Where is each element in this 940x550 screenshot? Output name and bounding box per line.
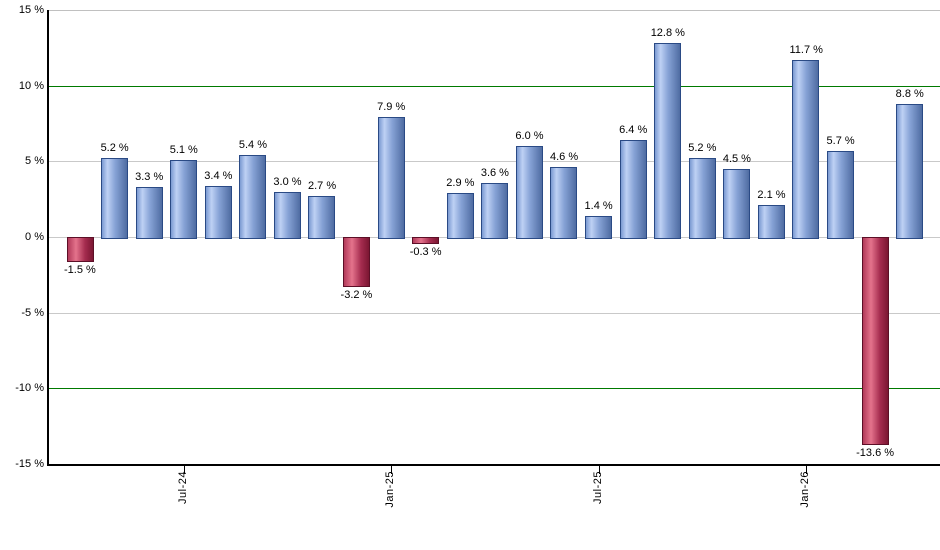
bar-value-label: 3.6 % bbox=[480, 166, 509, 179]
bar-value-label: -3.2 % bbox=[340, 289, 373, 302]
y-axis-tick-label: -10 % bbox=[15, 382, 44, 395]
x-axis-tick bbox=[391, 466, 393, 474]
bar-value-label: 6.0 % bbox=[515, 130, 544, 143]
gridline bbox=[49, 312, 940, 314]
bar-value-label: 1.4 % bbox=[584, 199, 613, 212]
bar bbox=[792, 59, 820, 239]
bar bbox=[654, 43, 682, 239]
bar-value-label: 3.0 % bbox=[273, 175, 302, 188]
bar-value-label: 11.7 % bbox=[789, 43, 823, 56]
bar bbox=[757, 205, 785, 239]
bar-value-label: -1.5 % bbox=[64, 263, 96, 276]
x-axis-tick-label: Jan-26 bbox=[798, 471, 811, 508]
bar-value-label: 5.1 % bbox=[169, 143, 198, 156]
bar-value-label: 12.8 % bbox=[650, 27, 685, 40]
bar bbox=[66, 237, 94, 262]
bar bbox=[896, 103, 924, 239]
bar-value-label: 5.4 % bbox=[238, 139, 267, 152]
x-axis-tick bbox=[183, 466, 185, 474]
bar bbox=[170, 159, 198, 239]
bar-value-label: 5.2 % bbox=[100, 142, 129, 155]
bar bbox=[204, 185, 232, 239]
y-axis-tick-label: 5 % bbox=[25, 155, 44, 168]
bar bbox=[135, 187, 163, 239]
bar-value-label: 8.8 % bbox=[895, 87, 924, 100]
bar bbox=[308, 196, 336, 239]
bar-value-label: 3.3 % bbox=[135, 171, 164, 184]
bar-value-label: 4.5 % bbox=[722, 152, 751, 165]
x-axis-line bbox=[47, 464, 940, 466]
bar-value-label: -0.3 % bbox=[409, 245, 442, 258]
bar bbox=[273, 191, 301, 239]
bar-value-label: 5.7 % bbox=[826, 134, 855, 147]
bar-value-label: 2.9 % bbox=[446, 177, 475, 190]
x-axis-tick-label: Jul-25 bbox=[591, 471, 604, 504]
bar bbox=[723, 168, 751, 239]
bar bbox=[688, 158, 716, 239]
bar-value-label: 5.2 % bbox=[688, 142, 717, 155]
bar-value-label: 2.7 % bbox=[307, 180, 337, 193]
bar bbox=[101, 158, 129, 239]
bar-value-label: 6.4 % bbox=[619, 124, 648, 137]
y-axis-line bbox=[47, 10, 49, 466]
x-axis-tick bbox=[805, 466, 807, 474]
threshold-line bbox=[49, 388, 940, 390]
bar bbox=[585, 215, 613, 239]
gridline bbox=[49, 161, 940, 163]
bar bbox=[239, 155, 267, 239]
threshold-line bbox=[49, 85, 940, 87]
bar-value-label: -13.6 % bbox=[856, 446, 895, 459]
y-axis-tick-label: 15 % bbox=[18, 4, 44, 16]
y-axis-tick-label: -15 % bbox=[15, 458, 44, 470]
bar bbox=[343, 237, 371, 288]
bar-value-label: 3.4 % bbox=[204, 169, 233, 182]
bar bbox=[550, 167, 578, 239]
bar bbox=[446, 193, 474, 239]
bar-value-label: 2.1 % bbox=[757, 189, 786, 202]
bar bbox=[619, 140, 647, 239]
bar bbox=[861, 237, 889, 445]
bar bbox=[481, 182, 509, 239]
x-axis-tick-label: Jul-24 bbox=[176, 471, 189, 504]
bar bbox=[412, 237, 440, 244]
x-axis-tick-label: Jan-25 bbox=[384, 471, 397, 508]
bar-value-label: 7.9 % bbox=[377, 101, 406, 114]
y-axis-tick-label: 10 % bbox=[18, 79, 44, 92]
bar bbox=[515, 146, 543, 239]
bar bbox=[827, 150, 855, 239]
bar-value-label: 4.6 % bbox=[549, 151, 579, 164]
x-axis-tick bbox=[598, 466, 600, 474]
plot-top-border bbox=[49, 10, 940, 11]
bar bbox=[377, 117, 405, 239]
y-axis-tick-label: -5 % bbox=[21, 306, 44, 319]
y-axis-tick-label: 0 % bbox=[25, 231, 44, 243]
